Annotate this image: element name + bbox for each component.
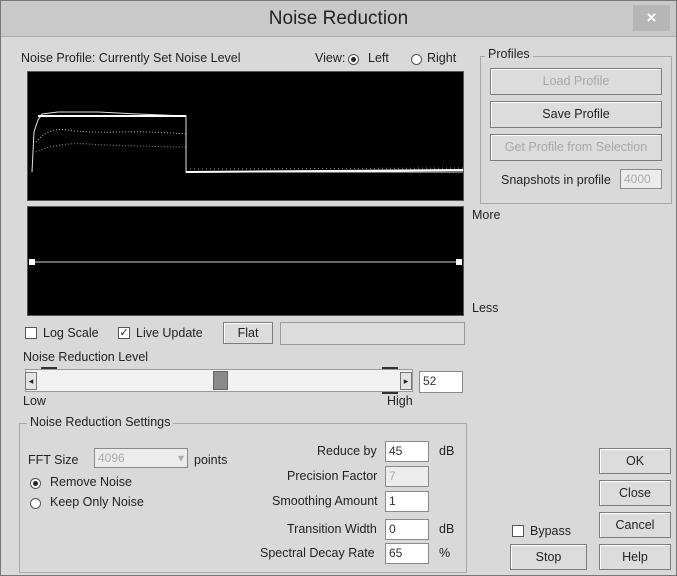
spectral-decay-input[interactable]: 65 [385, 543, 429, 564]
slider-left-arrow[interactable]: ◂ [25, 372, 37, 390]
noise-profile-waveform [31, 111, 464, 173]
check-mark-icon: ✓ [119, 327, 129, 339]
log-scale-label: Log Scale [43, 326, 99, 340]
curve-handle-right[interactable] [456, 259, 462, 265]
stop-button[interactable]: Stop [510, 544, 587, 570]
profiles-group [480, 56, 672, 204]
cancel-button[interactable]: Cancel [599, 512, 671, 538]
slider-max-tick [382, 367, 398, 369]
title-bar: Noise Reduction × [1, 1, 676, 37]
save-profile-button[interactable]: Save Profile [490, 101, 662, 128]
view-label: View: [315, 51, 346, 65]
fft-size-value: 4096 [98, 451, 125, 465]
close-button[interactable]: Close [599, 480, 671, 506]
reduce-by-input[interactable]: 45 [385, 441, 429, 462]
frequency-readout [280, 322, 465, 345]
slider-max-tick-bottom [382, 392, 398, 394]
low-label: Low [23, 394, 46, 408]
help-button[interactable]: Help [599, 544, 671, 570]
reduction-curve [29, 259, 462, 265]
keep-only-noise-label: Keep Only Noise [50, 495, 144, 509]
bypass-label: Bypass [530, 524, 571, 538]
settings-group [19, 423, 467, 573]
less-label: Less [472, 301, 499, 315]
precision-factor-label: Precision Factor [287, 469, 378, 483]
live-update-checkbox[interactable]: ✓ [118, 327, 130, 339]
fft-size-label: FFT Size [28, 453, 79, 467]
view-left-radio[interactable] [348, 54, 359, 65]
view-right-label: Right [427, 51, 457, 65]
spectral-decay-unit: % [439, 546, 451, 560]
smoothing-amount-input[interactable]: 1 [385, 491, 429, 512]
settings-group-label: Noise Reduction Settings [27, 415, 174, 429]
remove-noise-radio[interactable] [30, 478, 41, 489]
remove-noise-label: Remove Noise [50, 475, 132, 489]
close-window-button[interactable]: × [633, 5, 670, 31]
noise-reduction-value[interactable]: 52 [419, 371, 463, 393]
noise-profile-display [27, 71, 464, 201]
window-title: Noise Reduction [268, 8, 409, 29]
reduction-curve-display[interactable] [27, 206, 464, 316]
view-right-radio[interactable] [411, 54, 422, 65]
transition-width-unit: dB [439, 522, 455, 536]
fft-size-select[interactable]: 4096 ▾ [94, 448, 188, 468]
reduce-by-unit: dB [439, 444, 455, 458]
high-label: High [387, 394, 413, 408]
live-update-label: Live Update [136, 326, 203, 340]
dropdown-arrow-icon: ▾ [177, 451, 184, 465]
snapshots-value: 4000 [620, 169, 662, 189]
profiles-group-label: Profiles [485, 47, 533, 61]
curve-handle-left[interactable] [29, 259, 35, 265]
points-label: points [194, 453, 228, 467]
snapshots-label: Snapshots in profile [501, 173, 611, 187]
transition-width-label: Transition Width [287, 522, 377, 536]
log-scale-checkbox[interactable] [25, 327, 37, 339]
precision-factor-input[interactable]: 7 [385, 466, 429, 487]
view-left-label: Left [368, 51, 389, 65]
slider-thumb[interactable] [213, 371, 228, 390]
noise-profile-label: Noise Profile: Currently Set Noise Level [21, 51, 241, 65]
get-profile-from-selection-button[interactable]: Get Profile from Selection [490, 134, 662, 161]
keep-only-noise-radio[interactable] [30, 498, 41, 509]
bypass-checkbox[interactable] [512, 525, 524, 537]
slider-min-tick [41, 367, 57, 369]
ok-button[interactable]: OK [599, 448, 671, 474]
slider-right-arrow[interactable]: ▸ [400, 372, 412, 390]
transition-width-input[interactable]: 0 [385, 519, 429, 540]
noise-reduction-level-label: Noise Reduction Level [23, 350, 149, 364]
flat-button[interactable]: Flat [223, 322, 273, 344]
spectral-decay-label: Spectral Decay Rate [260, 546, 375, 560]
more-label: More [472, 208, 501, 222]
reduce-by-label: Reduce by [317, 444, 377, 458]
load-profile-button[interactable]: Load Profile [490, 68, 662, 95]
smoothing-amount-label: Smoothing Amount [272, 494, 378, 508]
